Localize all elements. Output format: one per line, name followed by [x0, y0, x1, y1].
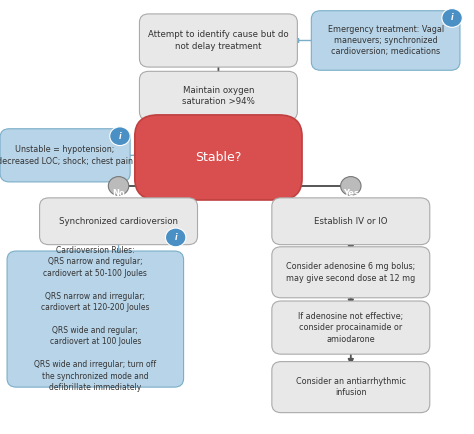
Text: If adenosine not effective;
consider procainamide or
amiodarone: If adenosine not effective; consider pro…	[298, 312, 403, 344]
Circle shape	[442, 9, 462, 27]
Text: No: No	[112, 189, 125, 198]
Circle shape	[109, 127, 130, 145]
FancyBboxPatch shape	[272, 301, 430, 354]
Text: Establish IV or IO: Establish IV or IO	[314, 217, 388, 226]
Text: Maintain oxygen
saturation >94%: Maintain oxygen saturation >94%	[182, 85, 255, 106]
Text: Consider an antiarrhythmic
infusion: Consider an antiarrhythmic infusion	[296, 377, 406, 398]
Text: Stable?: Stable?	[195, 151, 242, 164]
Circle shape	[109, 177, 129, 195]
FancyBboxPatch shape	[135, 115, 302, 200]
FancyBboxPatch shape	[272, 198, 430, 245]
FancyBboxPatch shape	[139, 71, 297, 120]
FancyBboxPatch shape	[39, 198, 198, 245]
Text: Emergency treatment: Vagal
maneuvers; synchronized
cardioversion; medications: Emergency treatment: Vagal maneuvers; sy…	[328, 25, 444, 56]
Text: Yes: Yes	[343, 189, 359, 198]
Text: Consider adenosine 6 mg bolus;
may give second dose at 12 mg: Consider adenosine 6 mg bolus; may give …	[286, 262, 415, 283]
Text: Synchronized cardioversion: Synchronized cardioversion	[59, 217, 178, 226]
FancyBboxPatch shape	[272, 247, 430, 298]
Text: i: i	[174, 233, 177, 242]
FancyBboxPatch shape	[0, 129, 130, 182]
Circle shape	[341, 177, 361, 195]
Text: i: i	[451, 13, 454, 23]
Text: Unstable = hypotension;
decreased LOC; shock; chest pain: Unstable = hypotension; decreased LOC; s…	[0, 145, 133, 165]
Text: i: i	[118, 132, 121, 141]
Circle shape	[165, 228, 186, 247]
FancyBboxPatch shape	[272, 362, 430, 413]
Text: Cardioversion Rules:
QRS narrow and regular;
cardiovert at 50-100 Joules

QRS na: Cardioversion Rules: QRS narrow and regu…	[34, 246, 156, 392]
FancyBboxPatch shape	[311, 11, 460, 70]
FancyBboxPatch shape	[7, 251, 183, 387]
Text: Attempt to identify cause but do
not delay treatment: Attempt to identify cause but do not del…	[148, 30, 289, 51]
FancyBboxPatch shape	[139, 14, 297, 67]
